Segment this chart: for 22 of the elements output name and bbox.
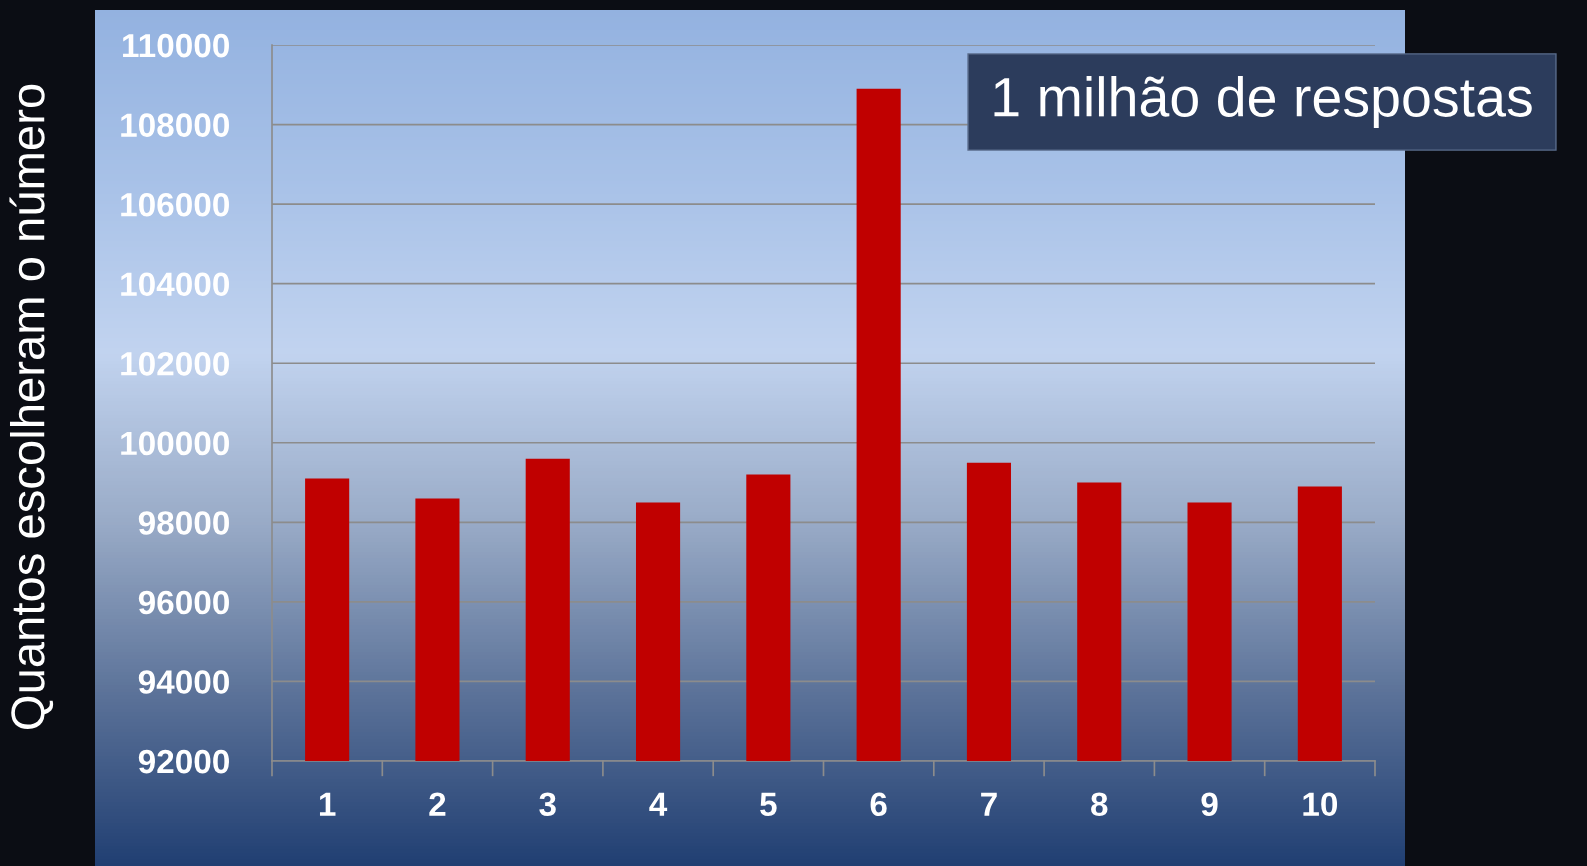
y-tick-label: 110000: [123, 33, 229, 58]
y-tick-label: 100000: [121, 431, 229, 456]
y-tick-label: 106000: [121, 192, 229, 217]
x-tick-label: 9: [1201, 792, 1218, 817]
y-tick-label: 104000: [121, 272, 229, 297]
x-tick-label: 10: [1303, 792, 1338, 817]
y-tick-label: 94000: [138, 670, 229, 694]
x-tick-label: 7: [981, 792, 997, 816]
x-tick-label: 6: [870, 792, 887, 817]
y-tick-label: 102000: [121, 352, 229, 376]
annotation: 1 milhão de respostas: [994, 76, 1532, 128]
x-tick-label: 5: [760, 792, 777, 817]
y-tick-label: 92000: [138, 749, 229, 774]
y-tick-label: 96000: [138, 590, 229, 615]
y-tick-label: 98000: [138, 511, 229, 535]
x-tick-label: 8: [1091, 792, 1108, 817]
x-tick-label: 2: [429, 792, 446, 816]
x-tick-label: 3: [539, 792, 556, 817]
y-axis-title: Quantos escolheram o número: [9, 84, 54, 729]
y-tick-label: 108000: [121, 113, 229, 137]
x-tick-label: 4: [649, 792, 668, 816]
x-tick-label: 1: [319, 792, 336, 816]
